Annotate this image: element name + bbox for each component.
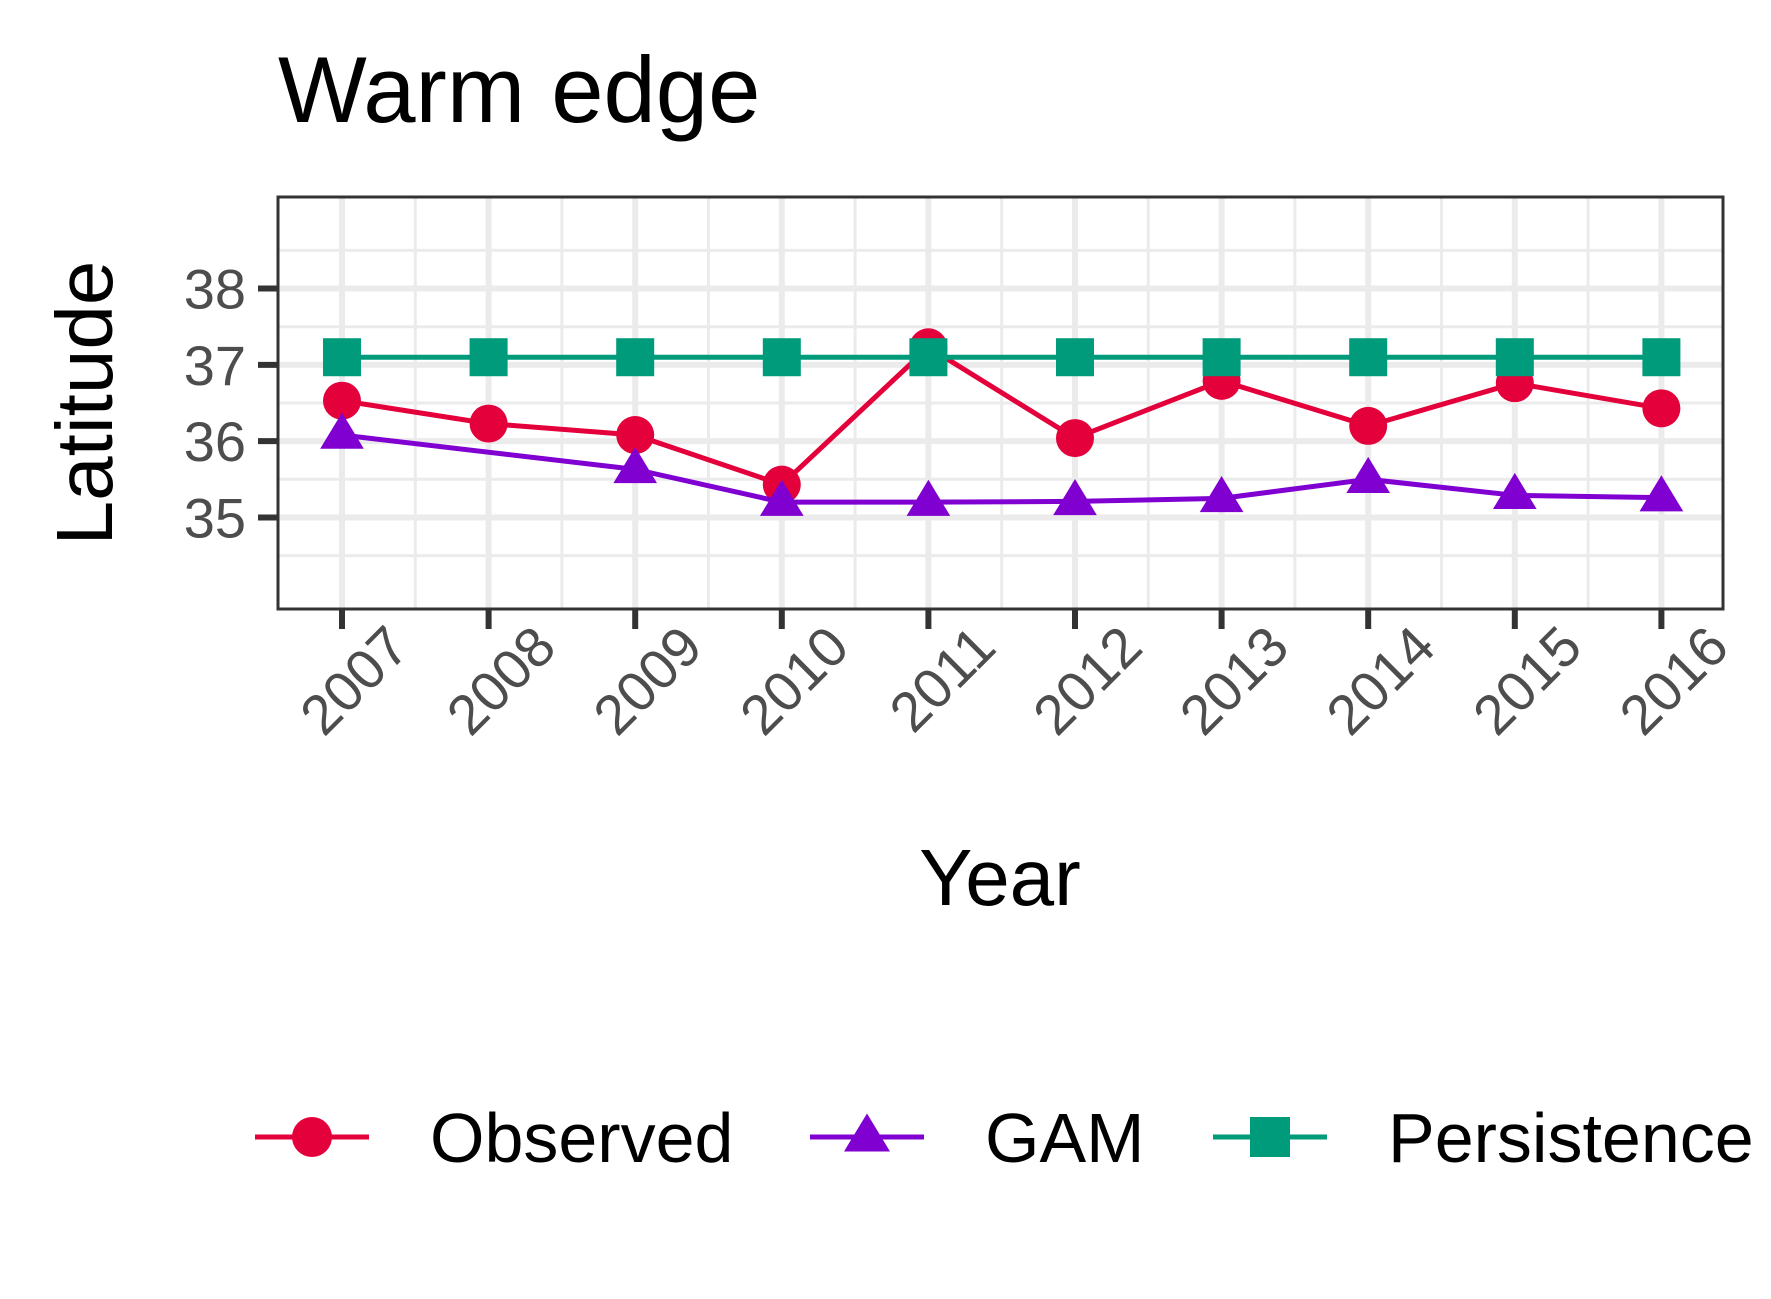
y-tick-label: 38 [184,258,246,321]
x-tick-label: 2010 [728,614,861,747]
legend-item-gam: GAM [810,1099,1144,1177]
legend: Observed GAM Persistence [255,1099,1754,1177]
legend-key-marker [292,1117,332,1157]
legend-label: Observed [430,1099,733,1177]
data-point-gam [613,446,658,484]
data-point-persistence [762,338,801,377]
data-point-observed [323,381,361,420]
x-tick-label: 2012 [1021,614,1154,747]
legend-label: GAM [985,1099,1144,1177]
legend-key-marker [844,1113,890,1152]
data-point-gam [1199,475,1244,513]
legend-item-observed: Observed [255,1099,733,1177]
plot-panel-border [276,195,1725,611]
data-point-persistence [616,338,655,377]
data-point-gam [1492,472,1537,510]
legend-item-persistence: Persistence [1213,1099,1754,1177]
data-point-observed [1056,419,1094,458]
data-point-gam [320,412,364,449]
series-layer [320,328,1684,516]
x-tick-label: 2009 [581,614,714,747]
x-tick-label: 2014 [1314,614,1447,747]
legend-key-marker [1250,1117,1290,1157]
x-tick-label: 2008 [434,614,567,747]
x-tick-label: 2011 [877,614,1007,744]
data-point-persistence [1349,338,1388,377]
y-axis: 35 36 37 38 [184,258,278,549]
x-tick-label: 2007 [288,614,421,747]
data-point-persistence [909,338,948,377]
y-axis-title: Latitude [40,261,129,546]
y-tick-label: 35 [184,486,246,549]
x-axis: 2007 2008 2009 2010 2011 2012 2013 2014 2015 2016 [288,609,1740,747]
data-point-observed [616,416,655,455]
series-line-observed [341,344,1662,488]
data-point-gam [1639,475,1684,512]
x-axis-title: Year [919,833,1081,922]
data-point-persistence [469,338,508,377]
data-point-persistence [1642,338,1681,377]
data-point-observed [469,404,508,443]
chart-title: Warm edge [278,37,760,142]
x-tick-label: 2015 [1461,614,1594,747]
data-point-gam [1346,456,1391,494]
legend-label: Persistence [1388,1099,1754,1177]
data-point-observed [1349,406,1388,445]
data-point-persistence [1202,338,1241,377]
y-tick-label: 37 [184,334,246,397]
data-point-observed [1642,389,1681,428]
x-tick-label: 2013 [1167,614,1300,747]
data-point-persistence [323,338,361,377]
data-point-persistence [1056,338,1094,377]
data-point-persistence [1495,338,1534,377]
y-tick-label: 36 [184,410,246,473]
data-point-gam [1053,479,1097,516]
data-point-gam [759,479,804,516]
x-tick-label: 2016 [1607,614,1740,747]
series-persistence [323,338,1681,377]
data-point-gam [906,479,951,516]
series-gam [320,412,1684,516]
